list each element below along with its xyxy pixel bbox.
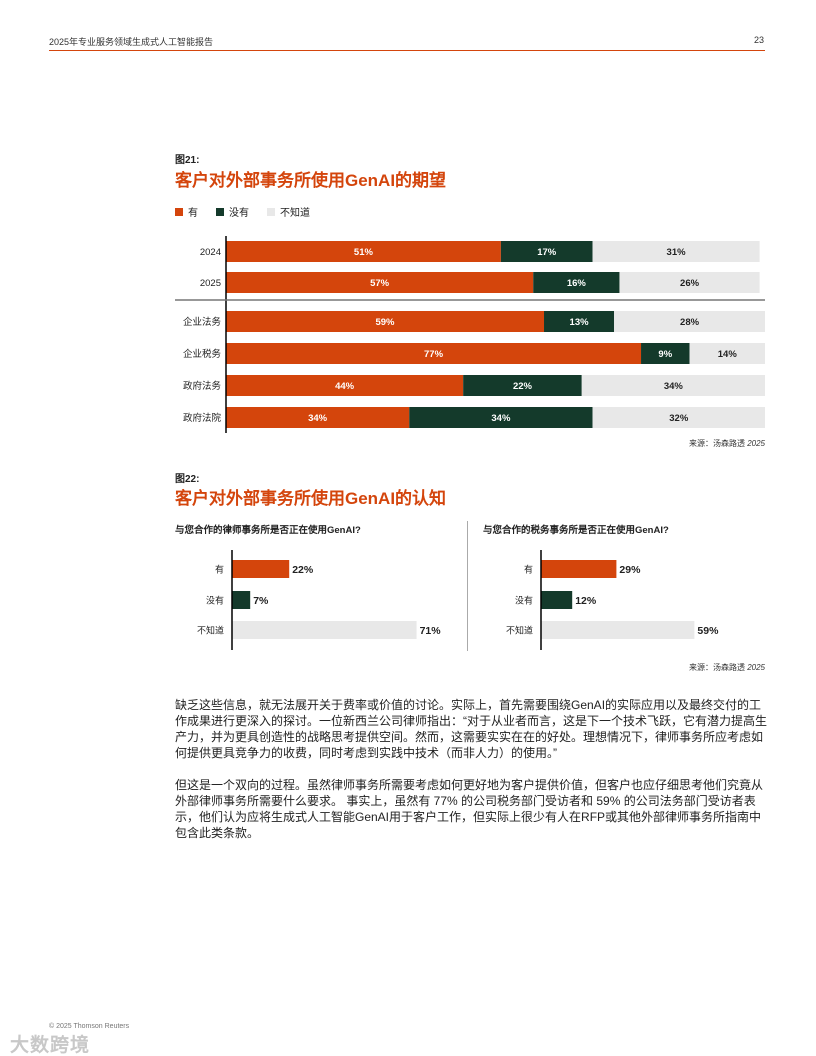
bar-value-label: 12% [575, 595, 597, 607]
legend-item-unknown: 不知道 [267, 204, 310, 219]
bar-segment [544, 311, 615, 332]
bar-value-label: 59% [697, 625, 719, 637]
header-rule [49, 50, 765, 51]
tax-firm-bar-chart: 有 29% 没有 12% 不知道 59% [506, 550, 719, 650]
bar-value-label: 31% [667, 247, 687, 258]
bar-segment [641, 343, 690, 364]
bar-value-label: 59% [375, 317, 395, 328]
figure22-source: 来源：汤森路透 2025 [689, 662, 765, 673]
bar-value-label: 71% [420, 625, 442, 637]
category-label: 2024 [200, 247, 221, 258]
body-paragraph-2: 但这是一个双向的过程。虽然律师事务所需要考虑如何更好地为客户提供价值，但客户也应… [175, 778, 764, 840]
bar [232, 560, 290, 578]
category-label: 政府法院 [183, 412, 222, 424]
figure22-label: 图22: [175, 474, 200, 485]
category-label: 企业税务 [183, 348, 222, 360]
source-prefix: 来源：汤森路透 [688, 439, 745, 448]
watermark-logo: 大数跨境 [10, 1035, 91, 1056]
bar-value-label: 34% [664, 381, 684, 392]
source-prefix: 来源：汤森路透 [688, 663, 745, 672]
bar-segment [533, 272, 620, 293]
bar-value-label: 29% [619, 564, 641, 576]
bar-value-label: 7% [253, 595, 269, 607]
bar-value-label: 77% [424, 349, 444, 360]
chart-legend: 有 没有 不知道 [175, 204, 310, 219]
bar-value-label: 32% [669, 413, 689, 424]
bar [541, 591, 573, 609]
bar-segment [226, 241, 501, 262]
category-label: 没有 [206, 595, 224, 606]
bar-value-label: 57% [370, 278, 390, 289]
bar-segment [463, 375, 582, 396]
bar-segment [226, 343, 642, 364]
page-number: 23 [753, 35, 764, 45]
figure21-title: 客户对外部事务所使用GenAI的期望 [175, 171, 447, 190]
figure21-source: 来源：汤森路透 2025 [689, 438, 765, 449]
category-label: 企业法务 [183, 316, 222, 328]
bar-segment [226, 375, 464, 396]
bar-value-label: 22% [292, 564, 314, 576]
left-subchart-title: 与您合作的律师事务所是否正在使用GenAI? [175, 525, 361, 536]
bar-segment [619, 272, 760, 293]
bar-value-label: 13% [570, 317, 590, 328]
bar-value-label: 17% [537, 247, 557, 258]
category-label: 2025 [200, 278, 221, 289]
bar-value-label: 22% [513, 381, 533, 392]
legend-item-no: 没有 [216, 204, 249, 219]
bar-value-label: 14% [718, 349, 738, 360]
bar-value-label: 34% [491, 413, 511, 424]
bar [541, 560, 617, 578]
category-label: 政府法务 [183, 380, 222, 392]
figure21-label: 图21: [175, 155, 200, 166]
law-firm-bar-chart: 有 22% 没有 7% 不知道 71% [197, 550, 442, 650]
bar-value-label: 26% [680, 278, 700, 289]
bar [232, 591, 251, 609]
bar-segment [500, 241, 593, 262]
source-year: 2025 [747, 439, 765, 448]
bar-segment [581, 375, 765, 396]
legend-item-yes: 有 [175, 204, 198, 219]
bar-segment [226, 272, 534, 293]
header-title: 2025年专业服务领域生成式人工智能报告 [49, 37, 214, 47]
legend-swatch-no [216, 207, 224, 216]
bar [232, 621, 417, 639]
bar-segment [226, 311, 545, 332]
copyright: © 2025 Thomson Reuters [49, 1023, 130, 1030]
bar-segment [592, 241, 760, 262]
bar-value-label: 34% [308, 413, 328, 424]
source-year: 2025 [747, 663, 765, 672]
category-label: 有 [524, 564, 533, 575]
subchart-divider [467, 521, 468, 651]
bar-segment [226, 407, 410, 428]
bar-value-label: 51% [354, 247, 374, 258]
category-label: 不知道 [197, 625, 224, 636]
bar-value-label: 9% [658, 349, 672, 360]
bar-segment [689, 343, 765, 364]
legend-swatch-yes [175, 207, 183, 216]
category-label: 有 [215, 564, 224, 575]
legend-label-unknown: 不知道 [280, 208, 310, 219]
bar-value-label: 44% [335, 381, 355, 392]
category-label: 不知道 [506, 625, 533, 636]
legend-label-no: 没有 [229, 208, 249, 219]
body-paragraph-1: 缺乏这些信息，就无法展开关于费率或价值的讨论。实际上，首先需要围绕GenAI的实… [175, 698, 768, 760]
legend-label-yes: 有 [188, 208, 198, 219]
bar [541, 621, 695, 639]
bar-segment [409, 407, 593, 428]
bar-segment [592, 407, 765, 428]
legend-swatch-unknown [267, 207, 275, 216]
bar-segment [614, 311, 765, 332]
right-subchart-title: 与您合作的税务事务所是否正在使用GenAI? [483, 525, 669, 536]
figure22-title: 客户对外部事务所使用GenAI的认知 [175, 489, 447, 508]
bar-value-label: 16% [567, 278, 587, 289]
stacked-bar-chart: 2024 51% 17% 31% 2025 57% 16% 26% 企业法务 59% 13% 28% 企… [175, 236, 765, 433]
bar-value-label: 28% [680, 317, 700, 328]
category-label: 没有 [515, 595, 533, 606]
